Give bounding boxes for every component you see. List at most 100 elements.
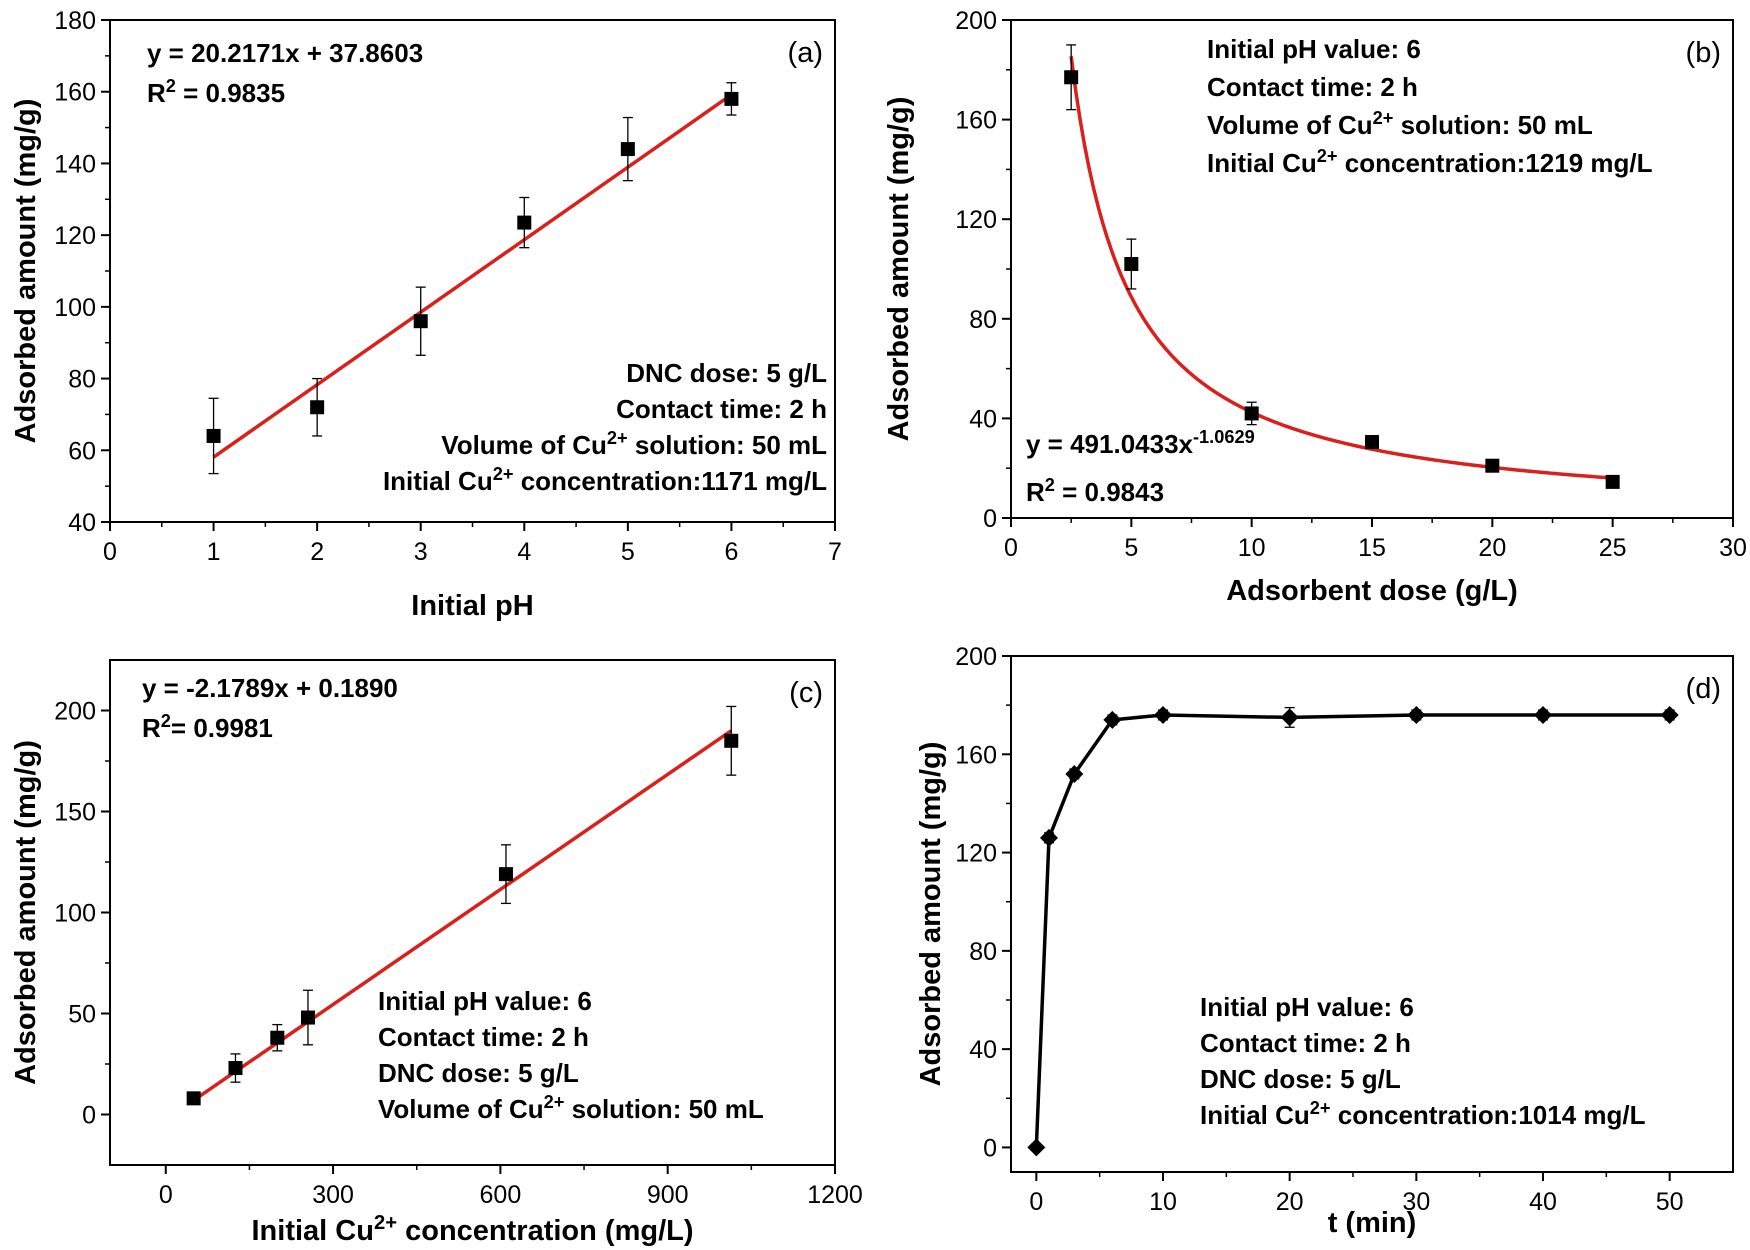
data-point [517, 215, 532, 230]
data-point [724, 733, 739, 748]
text-span: = 0.9843 [1055, 477, 1164, 507]
superscript: 2+ [607, 428, 628, 448]
fit-equation: y = 491.0433x-1.0629 [1026, 427, 1255, 459]
y-axis-title: Adsorbed amount (mg/g) [883, 97, 915, 442]
y-axis-title: Adsorbed amount (mg/g) [10, 740, 42, 1085]
data-point [300, 1010, 315, 1025]
x-tick-label: 10 [1149, 1188, 1177, 1216]
data-point [1280, 708, 1299, 727]
x-tick-label: 20 [1276, 1188, 1304, 1216]
x-tick-label: 20 [1478, 534, 1506, 562]
condition-text: Initial Cu2+ concentration:1219 mg/L [1207, 146, 1653, 178]
data-point [1103, 710, 1122, 729]
condition-text: Contact time: 2 h [616, 394, 827, 424]
y-tick-label: 80 [969, 938, 997, 966]
x-axis-title: Initial Cu2+ concentration (mg/L) [251, 1212, 693, 1247]
text-span: Initial pH value: 6 [1200, 992, 1414, 1022]
data-point [270, 1030, 285, 1045]
y-axis-title: Adsorbed amount (mg/g) [10, 99, 42, 444]
fit-equation: y = 20.2171x + 37.8603 [147, 38, 423, 68]
condition-text: Initial pH value: 6 [378, 986, 592, 1016]
y-tick-label: 150 [54, 799, 96, 827]
y-tick-label: 120 [955, 840, 997, 868]
y-tick-label: 100 [54, 900, 96, 928]
text-span: Volume of Cu [441, 430, 607, 460]
panel-label: (d) [1686, 673, 1721, 705]
condition-text: Volume of Cu2+ solution: 50 mL [441, 428, 827, 460]
text-span: Contact time: 2 h [1207, 72, 1418, 102]
plot-frame [1010, 655, 1734, 1173]
data-point [1154, 705, 1172, 724]
data-point [724, 91, 739, 106]
text-span: Contact time: 2 h [378, 1022, 589, 1052]
y-tick-label: 80 [969, 306, 997, 334]
condition-text: Volume of Cu2+ solution: 50 mL [378, 1092, 764, 1124]
text-span: DNC dose: 5 g/L [378, 1058, 579, 1088]
text-span: Initial pH value: 6 [378, 986, 592, 1016]
text-span: y = 491.0433x [1026, 429, 1194, 459]
text-span: = 0.9835 [176, 78, 285, 108]
data-point [1065, 764, 1084, 783]
x-axis-title: Initial pH [411, 590, 533, 622]
y-tick-label: 200 [955, 7, 997, 35]
x-tick-label: 7 [828, 538, 842, 566]
y-tick-label: 160 [955, 107, 997, 135]
data-point [1040, 828, 1058, 847]
text-span: concentration (mg/L) [397, 1215, 693, 1247]
y-tick-label: 0 [82, 1102, 96, 1130]
text-span: Contact time: 2 h [616, 394, 827, 424]
x-tick-label: 0 [1004, 534, 1018, 562]
y-axis-title: Adsorbed amount (mg/g) [915, 742, 947, 1087]
data-point [310, 400, 325, 415]
x-tick-label: 600 [480, 1181, 522, 1209]
condition-text: Contact time: 2 h [1207, 72, 1418, 102]
y-tick-label: 140 [54, 150, 96, 178]
r-squared: R2 = 0.9843 [1026, 475, 1164, 507]
text-span: DNC dose: 5 g/L [1200, 1064, 1401, 1094]
x-tick-label: 300 [312, 1181, 354, 1209]
text-span: Volume of Cu [1207, 110, 1373, 140]
chart-panel-a: 0 1 2 3 4 5 6 7 40 60 80 100 120 140 160 180 Initial pH A… [10, 7, 842, 622]
condition-text: Initial pH value: 6 [1200, 992, 1414, 1022]
x-tick-label: 10 [1238, 534, 1266, 562]
text-span: Initial Cu [1200, 1100, 1310, 1130]
fit-line [1069, 56, 1613, 480]
y-tick-label: 0 [983, 505, 997, 533]
data-point [1407, 705, 1426, 724]
y-tick-label: 40 [969, 1036, 997, 1064]
text-span: concentration:1219 mg/L [1338, 148, 1653, 178]
y-tick-label: 180 [54, 7, 96, 35]
y-tick-label: 200 [955, 643, 997, 671]
data-point [1534, 705, 1552, 724]
condition-text: DNC dose: 5 g/L [1200, 1064, 1401, 1094]
superscript: 2+ [1310, 1098, 1331, 1118]
text-span: Initial pH value: 6 [1207, 34, 1421, 64]
x-tick-label: 1 [207, 538, 221, 566]
x-tick-label: 50 [1656, 1188, 1684, 1216]
data-point [1365, 435, 1379, 450]
text-span: concentration:1171 mg/L [513, 466, 827, 496]
text-span: Initial Cu [383, 466, 493, 496]
condition-text: Volume of Cu2+ solution: 50 mL [1207, 108, 1593, 140]
panel-label: (b) [1686, 37, 1721, 69]
x-tick-label: 15 [1358, 534, 1386, 562]
superscript: 2 [1045, 475, 1055, 495]
panel-label: (c) [789, 677, 823, 709]
condition-text: DNC dose: 5 g/L [626, 358, 827, 388]
y-tick-label: 160 [54, 79, 96, 107]
text-span: Initial Cu [251, 1215, 373, 1247]
text-span: = 0.9981 [171, 713, 273, 743]
text-span: solution: 50 mL [628, 430, 827, 460]
x-tick-label: 0 [103, 538, 117, 566]
data-point [1660, 705, 1679, 724]
x-tick-label: 900 [647, 1181, 689, 1209]
data-point [1064, 70, 1079, 85]
text-span: concentration:1014 mg/L [1331, 1100, 1646, 1130]
x-tick-label: 40 [1529, 1188, 1557, 1216]
data-point [620, 142, 635, 157]
superscript: -1.0629 [1193, 427, 1255, 447]
data-point [1605, 474, 1620, 489]
y-tick-label: 40 [969, 405, 997, 433]
fit-equation: y = -2.1789x + 0.1890 [142, 673, 398, 703]
